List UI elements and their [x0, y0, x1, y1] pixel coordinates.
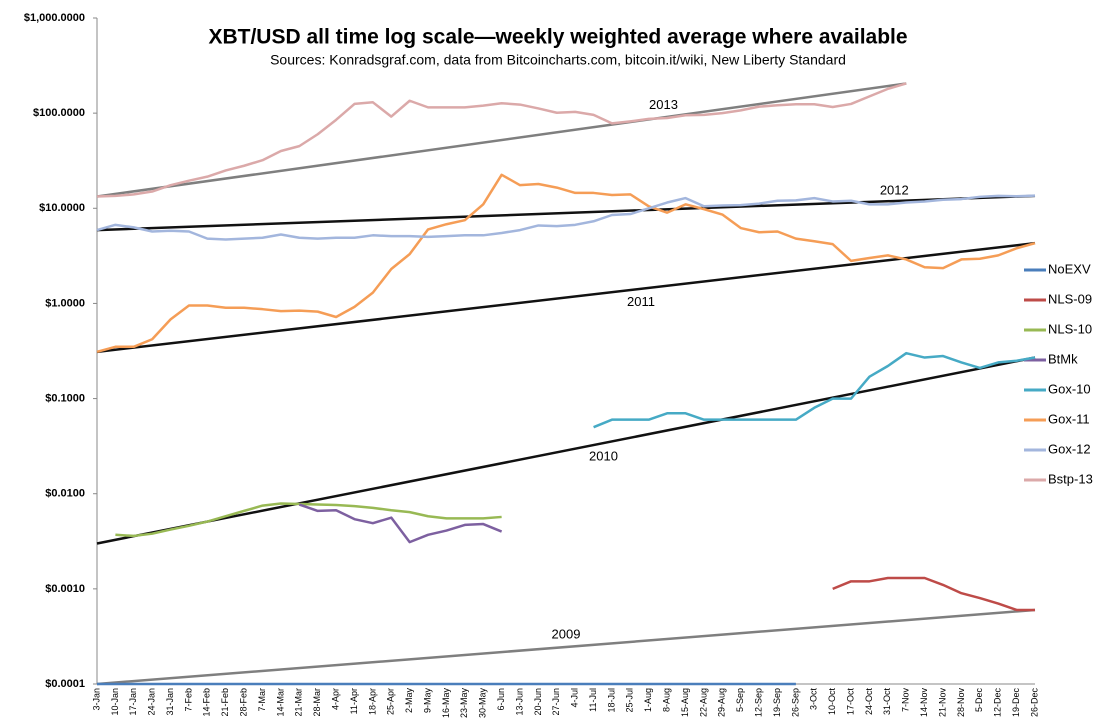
trend-label: 2009 — [552, 626, 581, 641]
trend-line — [96, 241, 1036, 354]
x-tick-label: 10-Jan — [110, 688, 120, 716]
legend-label: NLS-09 — [1048, 291, 1092, 306]
x-tick-label: 3-Jan — [91, 688, 101, 711]
x-tick-label: 27-Jun — [551, 688, 561, 716]
trend-label: 2011 — [627, 294, 655, 309]
x-tick-label: 1-Aug — [643, 688, 653, 712]
series-line — [298, 503, 503, 544]
x-tick-label: 3-Oct — [809, 688, 819, 711]
x-tick-label: 12-Dec — [993, 688, 1003, 718]
trend-line — [96, 194, 1036, 232]
x-tick-label: 8-Aug — [662, 688, 672, 712]
x-tick-label: 26-Dec — [1029, 688, 1039, 718]
x-tick-label: 28-Nov — [956, 688, 966, 718]
trend-label: 2013 — [649, 97, 678, 112]
y-tick-label: $100.0000 — [33, 107, 85, 119]
x-tick-label: 23-May — [459, 688, 469, 718]
x-tick-label: 15-Aug — [680, 688, 690, 717]
series-line — [96, 173, 1036, 354]
trend-line — [96, 82, 907, 198]
legend-label: NLS-10 — [1048, 321, 1092, 336]
x-tick-label: 19-Dec — [1011, 688, 1021, 718]
x-tick-label: 22-Aug — [698, 688, 708, 717]
series-line — [832, 576, 1035, 612]
x-tick-label: 4-Apr — [330, 688, 340, 710]
x-tick-label: 6-Jun — [496, 688, 506, 711]
x-tick-label: 5-Dec — [974, 688, 984, 713]
y-tick-label: $10.0000 — [39, 202, 85, 214]
x-tick-label: 21-Feb — [220, 688, 230, 717]
x-tick-label: 25-Jul — [625, 688, 635, 713]
legend-label: Gox-12 — [1048, 441, 1091, 456]
legend-label: Bstp-13 — [1048, 471, 1093, 486]
y-tick-label: $1.0000 — [45, 297, 85, 309]
x-tick-label: 19-Sep — [772, 688, 782, 717]
y-tick-label: $0.1000 — [45, 392, 85, 404]
y-tick-label: $1,000.0000 — [24, 12, 85, 24]
x-tick-label: 29-Aug — [717, 688, 727, 717]
x-tick-label: 12-Sep — [753, 688, 763, 717]
x-tick-label: 10-Oct — [827, 688, 837, 716]
x-tick-label: 28-Mar — [312, 688, 322, 717]
x-tick-label: 28-Feb — [239, 688, 249, 717]
x-tick-label: 31-Oct — [882, 688, 892, 716]
series-line — [96, 194, 1036, 241]
legend-label: BtMk — [1048, 351, 1078, 366]
trend-label: 2012 — [880, 182, 909, 197]
x-tick-label: 16-May — [441, 688, 451, 718]
x-tick-label: 21-Mar — [294, 688, 304, 717]
x-tick-label: 24-Oct — [864, 688, 874, 716]
y-tick-label: $0.0001 — [45, 678, 85, 690]
x-tick-label: 26-Sep — [790, 688, 800, 717]
legend-label: Gox-11 — [1048, 411, 1090, 426]
x-tick-label: 21-Nov — [937, 688, 947, 718]
x-tick-label: 13-Jun — [514, 688, 524, 716]
x-tick-label: 17-Oct — [845, 688, 855, 716]
y-tick-label: $0.0100 — [45, 488, 85, 500]
chart-subtitle: Sources: Konradsgraf.com, data from Bitc… — [270, 52, 846, 68]
chart-title: XBT/USD all time log scale—weekly weight… — [208, 26, 907, 49]
x-tick-label: 7-Nov — [901, 688, 911, 713]
x-tick-label: 11-Jul — [588, 688, 598, 712]
x-tick-label: 7-Feb — [183, 688, 193, 712]
x-tick-label: 24-Jan — [147, 688, 157, 716]
x-tick-label: 4-Jul — [570, 688, 580, 708]
trend-line — [96, 356, 1036, 545]
x-tick-label: 20-Jun — [533, 688, 543, 716]
trend-label: 2010 — [589, 448, 618, 463]
legend-label: Gox-10 — [1048, 381, 1091, 396]
series-line — [96, 82, 907, 198]
x-tick-label: 14-Mar — [275, 688, 285, 717]
x-tick-label: 7-Mar — [257, 688, 267, 712]
legend-label: NoEXV — [1048, 261, 1091, 276]
x-tick-label: 25-Apr — [386, 688, 396, 715]
x-tick-label: 14-Feb — [202, 688, 212, 717]
series-line — [593, 351, 1036, 429]
x-tick-label: 30-May — [478, 688, 488, 718]
x-tick-label: 11-Apr — [349, 688, 359, 714]
x-tick-label: 18-Jul — [606, 688, 616, 713]
trend-line — [96, 608, 1036, 686]
series-line — [115, 502, 502, 538]
x-tick-label: 5-Sep — [735, 688, 745, 712]
x-tick-label: 18-Apr — [367, 688, 377, 715]
x-tick-label: 2-May — [404, 688, 414, 714]
x-tick-label: 31-Jan — [165, 688, 175, 716]
x-tick-label: 9-May — [422, 688, 432, 714]
y-tick-label: $0.0010 — [45, 583, 85, 595]
x-tick-label: 17-Jan — [128, 688, 138, 716]
x-tick-label: 14-Nov — [919, 688, 929, 718]
